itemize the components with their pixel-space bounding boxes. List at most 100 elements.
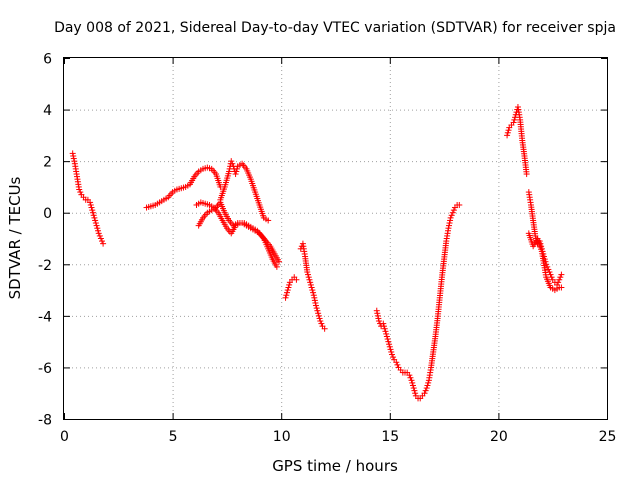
data-point bbox=[450, 207, 457, 214]
data-point bbox=[447, 214, 454, 221]
data-point bbox=[304, 269, 311, 276]
data-point bbox=[321, 325, 328, 332]
data-point bbox=[283, 289, 290, 296]
data-point bbox=[293, 276, 300, 283]
data-point bbox=[408, 377, 415, 384]
data-point bbox=[95, 230, 102, 237]
data-point bbox=[375, 318, 382, 325]
data-point bbox=[557, 274, 564, 281]
data-point bbox=[315, 310, 322, 317]
data-point bbox=[407, 374, 414, 381]
y-tick-label: -2 bbox=[38, 258, 52, 274]
y-axis-label: SDTVAR / TECUs bbox=[6, 176, 24, 299]
data-point bbox=[380, 320, 387, 327]
data-point bbox=[234, 165, 241, 172]
x-tick-label: 25 bbox=[599, 429, 617, 445]
data-point bbox=[312, 299, 319, 306]
data-point bbox=[422, 387, 429, 394]
data-point bbox=[92, 217, 99, 224]
data-point bbox=[314, 307, 321, 314]
data-point bbox=[555, 279, 562, 286]
data-point bbox=[387, 346, 394, 353]
data-point bbox=[232, 171, 239, 178]
data-point bbox=[544, 263, 551, 270]
data-point bbox=[374, 310, 381, 317]
data-point bbox=[313, 305, 320, 312]
data-point bbox=[447, 217, 454, 224]
data-point bbox=[286, 281, 293, 288]
data-point bbox=[70, 152, 77, 159]
data-point bbox=[310, 289, 317, 296]
data-point bbox=[381, 325, 388, 332]
data-point bbox=[317, 318, 324, 325]
data-point bbox=[386, 343, 393, 350]
data-point bbox=[425, 379, 432, 386]
chart-title: Day 008 of 2021, Sidereal Day-to-day VTE… bbox=[54, 20, 616, 36]
data-point bbox=[89, 209, 96, 216]
data-point bbox=[412, 390, 419, 397]
data-point bbox=[449, 209, 456, 216]
x-axis-label: GPS time / hours bbox=[272, 457, 398, 475]
data-point bbox=[448, 212, 455, 219]
data-point bbox=[382, 328, 389, 335]
data-point bbox=[233, 168, 240, 175]
data-point bbox=[229, 160, 236, 167]
data-point bbox=[311, 294, 318, 301]
data-point bbox=[99, 238, 106, 245]
data-point bbox=[409, 379, 416, 386]
data-point bbox=[511, 116, 518, 123]
y-tick-label: 4 bbox=[43, 103, 52, 119]
data-point bbox=[304, 271, 311, 278]
data-point bbox=[265, 217, 272, 224]
data-point bbox=[410, 385, 417, 392]
x-tick-label: 5 bbox=[169, 429, 178, 445]
data-point bbox=[307, 281, 314, 288]
y-tick-label: 0 bbox=[43, 206, 52, 222]
data-point bbox=[504, 132, 511, 139]
data-point bbox=[375, 315, 382, 322]
data-point bbox=[384, 336, 391, 343]
tick-labels: 0 5 10 15 20 25 -8 -6 -4 -2 0 2 4 6 bbox=[38, 52, 616, 446]
data-point bbox=[388, 348, 395, 355]
y-tick-label: 6 bbox=[43, 52, 52, 68]
data-point bbox=[306, 276, 313, 283]
data-point bbox=[90, 212, 97, 219]
data-point bbox=[226, 168, 233, 175]
data-point bbox=[504, 129, 511, 136]
x-tick-label: 0 bbox=[60, 429, 69, 445]
data-point bbox=[310, 292, 317, 299]
data-point bbox=[548, 274, 555, 281]
y-tick-label: -6 bbox=[38, 361, 52, 377]
data-point bbox=[315, 312, 322, 319]
data-point bbox=[91, 214, 98, 221]
axis-ticks bbox=[64, 58, 608, 420]
data-point bbox=[316, 315, 323, 322]
y-tick-label: -8 bbox=[38, 413, 52, 429]
data-point bbox=[308, 284, 315, 291]
data-point bbox=[394, 361, 401, 368]
data-point bbox=[388, 351, 395, 358]
data-point bbox=[445, 222, 452, 229]
data-point bbox=[424, 382, 431, 389]
data-point bbox=[383, 330, 390, 337]
data-point bbox=[77, 189, 84, 196]
data-point bbox=[100, 240, 107, 247]
data-point bbox=[87, 199, 94, 206]
data-point bbox=[71, 158, 78, 165]
data-point bbox=[284, 287, 291, 294]
data-point bbox=[93, 222, 100, 229]
data-point bbox=[96, 232, 103, 239]
data-point bbox=[558, 284, 565, 291]
data-point bbox=[305, 274, 312, 281]
grid-lines bbox=[64, 58, 607, 419]
data-point bbox=[510, 119, 517, 126]
data-point bbox=[307, 279, 314, 286]
x-tick-label: 15 bbox=[381, 429, 399, 445]
data-point bbox=[94, 225, 101, 232]
data-point bbox=[556, 276, 563, 283]
data-point bbox=[381, 323, 388, 330]
data-point bbox=[283, 292, 290, 299]
data-point bbox=[558, 271, 565, 278]
data-point bbox=[87, 201, 94, 208]
